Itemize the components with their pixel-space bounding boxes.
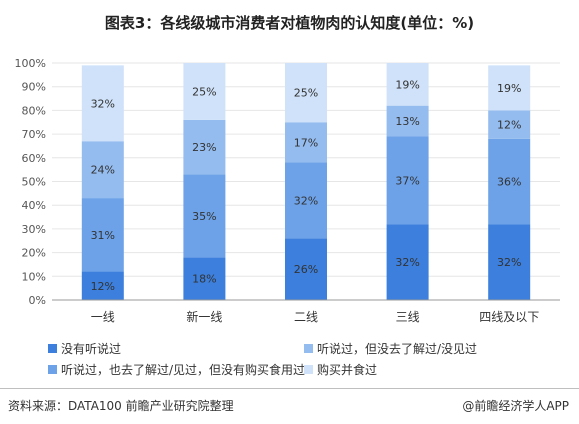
bar-segment (488, 224, 531, 300)
data-label: 32% (395, 256, 419, 269)
legend-item-learned-not-bought: 听说过，也去了解过/见过，但没有购买食用过 (48, 361, 305, 378)
data-label: 32% (91, 97, 115, 110)
bar-segment (81, 141, 124, 199)
footer-divider (0, 388, 579, 389)
y-tick-label: 100% (15, 57, 46, 70)
data-label: 18% (192, 273, 216, 286)
x-tick-label: 一线 (91, 310, 115, 324)
bar-segment (285, 238, 327, 300)
chart-title: 图表3：各线级城市消费者对植物肉的认知度(单位：%) (104, 14, 475, 32)
data-label: 35% (192, 210, 216, 223)
bar-segment (386, 63, 429, 106)
y-tick-label: 0% (29, 294, 46, 307)
legend-label: 听说过，但没去了解过/没见过 (317, 342, 478, 356)
x-tick-label: 二线 (294, 310, 318, 324)
data-label: 13% (395, 115, 419, 128)
data-label: 24% (91, 164, 115, 177)
legend-label: 购买并食过 (317, 363, 378, 377)
source-note: 资料来源：DATA100 前瞻产业研究院整理 (8, 399, 234, 413)
legend-item-bought-eaten: 购买并食过 (304, 361, 377, 378)
data-label: 17% (294, 136, 318, 149)
x-tick-label: 三线 (396, 310, 420, 324)
legend-swatch (48, 365, 57, 374)
data-label: 25% (192, 85, 216, 98)
bar-segment (81, 271, 124, 300)
y-tick-label: 50% (22, 176, 46, 189)
data-label: 19% (395, 78, 419, 91)
data-label: 36% (497, 176, 521, 189)
bar-segment (183, 119, 226, 175)
legend-item-heard-not-learned: 听说过，但没去了解过/没见过 (304, 340, 477, 357)
legend-swatch (48, 344, 57, 353)
credit-note: @前瞻经济学人APP (462, 399, 569, 413)
bar-segment (488, 138, 531, 225)
y-tick-label: 90% (22, 81, 46, 94)
legend-label: 听说过，也去了解过/见过，但没有购买食用过 (61, 363, 306, 377)
data-label: 12% (91, 280, 115, 293)
data-label: 32% (497, 256, 521, 269)
bar-segment (488, 110, 531, 139)
data-label: 32% (294, 194, 318, 207)
data-label: 26% (294, 263, 318, 276)
bar-segment (183, 174, 226, 258)
bar-segment (488, 65, 531, 111)
bar-segment (285, 162, 327, 239)
data-label: 25% (294, 87, 318, 100)
y-tick-label: 70% (22, 128, 46, 141)
y-tick-label: 80% (22, 104, 46, 117)
bar-segment (285, 122, 327, 163)
bar-segment (183, 257, 226, 300)
stacked-bar-chart: 12% 31% 24% 32% 18% 35% 23% 25% 26% 32% 17% 25% 32% 3… (15, 57, 560, 324)
bar-segment (81, 65, 124, 142)
bar-segment (386, 105, 429, 137)
x-tick-label: 新一线 (186, 309, 222, 324)
data-label: 37% (395, 174, 419, 187)
data-label: 12% (497, 119, 521, 132)
data-label: 23% (192, 141, 216, 154)
legend-swatch (304, 365, 313, 374)
y-tick-label: 40% (22, 199, 46, 212)
bar-segment (183, 63, 226, 120)
bar-segment (386, 224, 429, 300)
data-label: 19% (497, 82, 521, 95)
bar-segment (285, 63, 327, 123)
y-tick-label: 20% (22, 247, 46, 260)
data-label: 31% (91, 229, 115, 242)
y-tick-label: 10% (22, 270, 46, 283)
legend-label: 没有听说过 (61, 342, 122, 356)
y-tick-label: 60% (22, 152, 46, 165)
legend-swatch (304, 344, 313, 353)
x-tick-label: 四线及以下 (479, 310, 539, 324)
y-tick-label: 30% (22, 223, 46, 236)
bar-segment (386, 136, 429, 225)
bar-segment (81, 198, 124, 272)
legend-item-not-heard: 没有听说过 (48, 340, 121, 357)
